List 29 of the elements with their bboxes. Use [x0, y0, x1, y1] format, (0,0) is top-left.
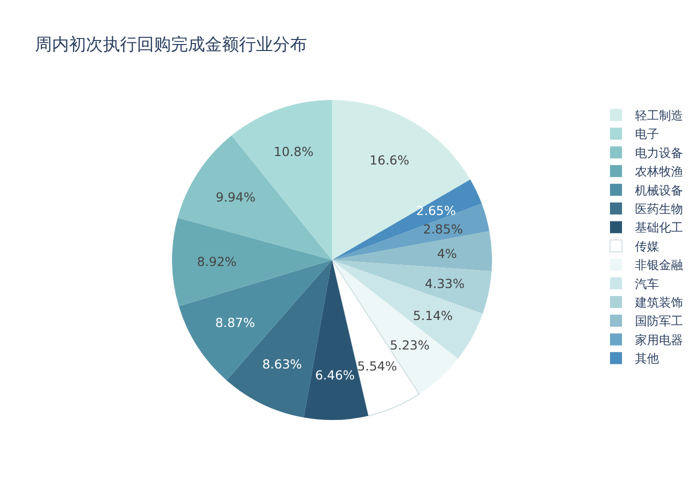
data-label: 5.14%	[413, 308, 453, 324]
data-label: 2.65%	[416, 203, 456, 218]
data-label: 5.23%	[390, 337, 430, 352]
data-label: 2.85%	[423, 222, 463, 237]
data-label: 6.46%	[315, 368, 355, 383]
legend-label: 轻工制造	[635, 108, 683, 122]
data-label: 16.6%	[370, 152, 410, 168]
legend-label: 电子	[635, 127, 659, 142]
legend-label: 国防军工	[635, 314, 683, 328]
legend-label: 其他	[635, 352, 659, 366]
legend-label: 农林牧渔	[635, 164, 683, 179]
data-label: 5.54%	[357, 358, 398, 374]
legend-label: 传媒	[635, 239, 659, 254]
data-label: 8.63%	[262, 356, 302, 372]
data-label: 8.87%	[215, 314, 256, 330]
legend-label: 基础化工	[635, 220, 683, 235]
data-label: 9.94%	[216, 189, 256, 204]
legend-label: 医药生物	[635, 202, 683, 216]
chart-title: 周内初次执行回购完成金额行业分布	[35, 35, 307, 55]
data-label: 4.33%	[424, 276, 465, 292]
data-label: 10.8%	[274, 144, 314, 159]
legend-label: 电力设备	[635, 146, 683, 160]
data-label: 8.92%	[196, 254, 237, 270]
legend-label: 家用电器	[635, 332, 683, 347]
data-label: 4%	[437, 246, 458, 262]
legend-label: 非银金融	[635, 258, 683, 272]
legend-label: 机械设备	[635, 183, 683, 198]
legend-label: 建筑装饰	[634, 296, 683, 310]
legend-label: 汽车	[635, 276, 659, 291]
